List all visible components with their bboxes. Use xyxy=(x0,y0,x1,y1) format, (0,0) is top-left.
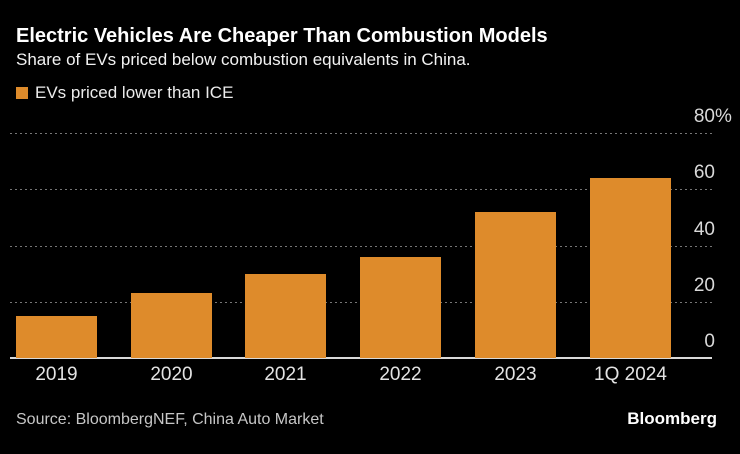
bar-2022 xyxy=(360,256,441,358)
source-attribution: Source: BloombergNEF, China Auto Market xyxy=(16,411,324,428)
bar-1q-2024 xyxy=(590,178,671,358)
y-axis-tick-label: 60 xyxy=(693,162,715,184)
chart-legend: EVs priced lower than ICE xyxy=(16,83,234,102)
bar-2023 xyxy=(475,211,556,358)
x-axis-tick-label: 2019 xyxy=(35,364,78,385)
y-axis-tick-label: 20 xyxy=(693,274,715,296)
x-axis-baseline xyxy=(10,357,712,359)
gridline-80 xyxy=(10,133,712,134)
x-axis-tick-label: 1Q 2024 xyxy=(594,364,667,385)
x-axis-tick-label: 2020 xyxy=(150,364,193,385)
y-axis-tick-label: 40 xyxy=(693,218,715,240)
gridline-40 xyxy=(10,245,712,247)
y-axis-tick-label: 80% xyxy=(693,106,732,127)
legend-swatch-icon xyxy=(16,87,28,99)
bar-2019 xyxy=(16,315,97,358)
bloomberg-logo: Bloomberg xyxy=(627,409,717,428)
chart-title: Electric Vehicles Are Cheaper Than Combu… xyxy=(16,25,548,47)
legend-label: EVs priced lower than ICE xyxy=(35,83,234,102)
y-axis-tick-label: 0 xyxy=(704,331,715,352)
x-axis-tick-label: 2023 xyxy=(494,364,537,385)
bar-2020 xyxy=(131,293,212,358)
gridline-60 xyxy=(10,189,712,191)
chart-subtitle: Share of EVs priced below combustion equ… xyxy=(16,50,471,69)
x-axis-tick-label: 2021 xyxy=(264,364,307,385)
bar-2021 xyxy=(245,273,326,358)
x-axis-tick-label: 2022 xyxy=(379,364,422,385)
